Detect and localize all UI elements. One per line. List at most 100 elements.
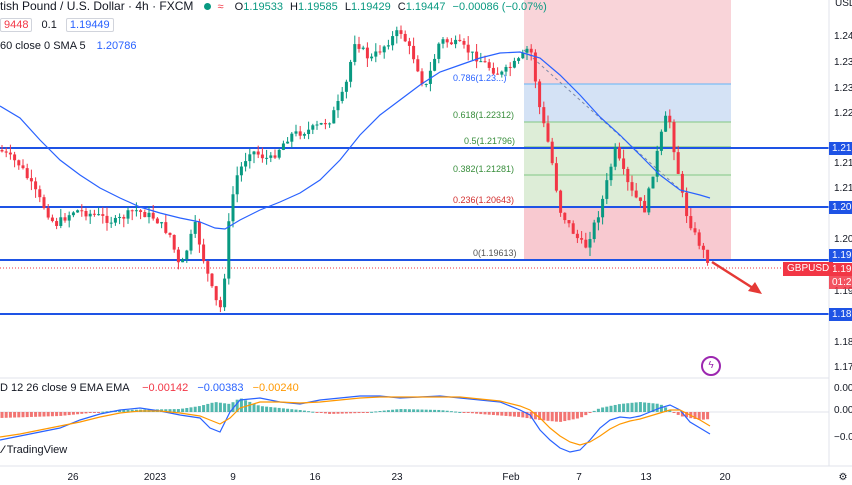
- macd-hist-bar: [273, 407, 277, 412]
- macd-hist-bar: [550, 412, 554, 422]
- macd-hist-bar: [500, 412, 504, 416]
- macd-hist-bar: [315, 412, 319, 413]
- candle-body: [298, 131, 302, 136]
- macd-hist-bar: [554, 412, 558, 422]
- macd-hist-bar: [567, 412, 571, 421]
- macd-hist-bar: [76, 412, 80, 415]
- macd-hist-bar: [349, 412, 353, 414]
- candle-body: [139, 210, 143, 212]
- macd-hist-bar: [340, 412, 344, 414]
- time-axis-settings-icon[interactable]: ⚙: [838, 472, 848, 483]
- candle-body: [634, 190, 638, 198]
- macd-hist-bar: [559, 412, 563, 422]
- buy-button[interactable]: 1.19449: [65, 18, 114, 32]
- sma-label: 60 close 0 SMA 5: [0, 40, 86, 52]
- macd-hist-bar: [181, 408, 185, 412]
- macd-hist-bar: [328, 412, 332, 414]
- candle-body: [504, 66, 508, 72]
- candle-body: [361, 47, 365, 49]
- candle-body: [638, 197, 642, 201]
- candle-body: [172, 234, 176, 250]
- tradingview-logo[interactable]: ⁄ TradingView: [2, 444, 67, 456]
- macd-hist-bar: [248, 401, 252, 412]
- macd-hist-bar: [344, 412, 348, 414]
- macd-hist-bar: [458, 411, 462, 413]
- macd-hist-bar: [172, 409, 176, 412]
- sell-button[interactable]: 9448: [0, 18, 33, 32]
- price-tick: 1.18: [834, 337, 852, 348]
- candle-body: [483, 61, 487, 63]
- candle-body: [533, 52, 537, 82]
- candle-body: [281, 143, 285, 150]
- candle-body: [592, 222, 596, 240]
- legend-row-trade: 9448 0.1 1.19449: [0, 18, 114, 32]
- macd-hist-bar: [697, 412, 701, 420]
- candle-body: [84, 210, 88, 217]
- macd-hist-bar: [122, 409, 126, 412]
- macd-hist-bar: [311, 411, 315, 413]
- macd-hist-bar: [399, 409, 403, 412]
- symbol-title[interactable]: tish Pound / U.S. Dollar · 4h · FXCM: [0, 0, 194, 13]
- macd-hist-bar: [412, 409, 416, 412]
- prediction-arrow-head: [748, 282, 762, 294]
- candle-body: [218, 300, 222, 308]
- candle-body: [395, 30, 399, 37]
- macd-hist-bar: [353, 412, 357, 414]
- candle-body: [567, 220, 571, 224]
- macd-hist-bar: [386, 410, 390, 412]
- last-price-tag: 1.19: [829, 263, 852, 276]
- macd-hist-bar: [223, 403, 227, 412]
- macd-hist-bar: [319, 412, 323, 413]
- macd-hist-bar: [185, 407, 189, 412]
- candle-body: [269, 155, 273, 158]
- candle-body: [323, 123, 327, 125]
- level-tag-119[interactable]: 1.19: [829, 249, 852, 262]
- lightning-icon[interactable]: ϟ: [701, 356, 721, 376]
- candle-body: [424, 83, 428, 85]
- macd-hist-bar: [651, 403, 655, 412]
- macd-hist-bar: [374, 411, 378, 413]
- candle-body: [370, 56, 374, 59]
- macd-hist-bar: [613, 404, 617, 412]
- candle-body: [151, 212, 155, 219]
- level-tag-120[interactable]: 1.20: [829, 201, 852, 214]
- candle-body: [416, 59, 420, 72]
- flag-icon[interactable]: ≈: [217, 1, 224, 13]
- macd-hist-bar: [307, 411, 311, 413]
- candle-body: [546, 123, 550, 142]
- macd-hist-bar: [97, 412, 101, 413]
- candle-body: [659, 131, 663, 151]
- macd-hist-bar: [269, 407, 273, 412]
- candle-body: [311, 125, 315, 130]
- time-tick: 23: [391, 472, 403, 483]
- countdown-tag: 01:2: [829, 276, 852, 289]
- macd-hist-bar: [512, 412, 516, 417]
- candle-body: [647, 188, 651, 213]
- close-label: C: [397, 1, 406, 13]
- candle-body: [609, 166, 613, 181]
- candle-body: [235, 175, 239, 195]
- macd-hist-bar: [336, 412, 340, 414]
- macd-hist-bar: [626, 403, 630, 412]
- candle-body: [34, 181, 38, 190]
- macd-legend[interactable]: D 12 26 close 9 EMA EMA −0.00142 −0.0038…: [0, 382, 299, 394]
- candle-body: [643, 200, 647, 213]
- macd-hist-bar: [470, 412, 474, 414]
- macd-hist-bar: [634, 402, 638, 412]
- macd-hist-bar: [130, 409, 134, 412]
- candle-body: [433, 58, 437, 71]
- macd-hist-bar: [680, 412, 684, 417]
- sma-value: 1.20786: [96, 40, 137, 52]
- level-tag-121[interactable]: 1.21: [829, 142, 852, 155]
- macd-hist-bar: [546, 412, 550, 421]
- legend-row-sma[interactable]: 60 close 0 SMA 5 1.20786: [0, 40, 136, 52]
- symbol-tag: GBPUSD: [783, 262, 834, 276]
- candle-body: [521, 52, 525, 59]
- level-tag-118[interactable]: 1.18: [829, 308, 852, 321]
- candle-body: [428, 70, 432, 84]
- macd-hist-bar: [403, 409, 407, 412]
- macd-tick: −0.00: [834, 432, 852, 443]
- macd-hist-bar: [466, 412, 470, 413]
- candle-body: [672, 122, 676, 153]
